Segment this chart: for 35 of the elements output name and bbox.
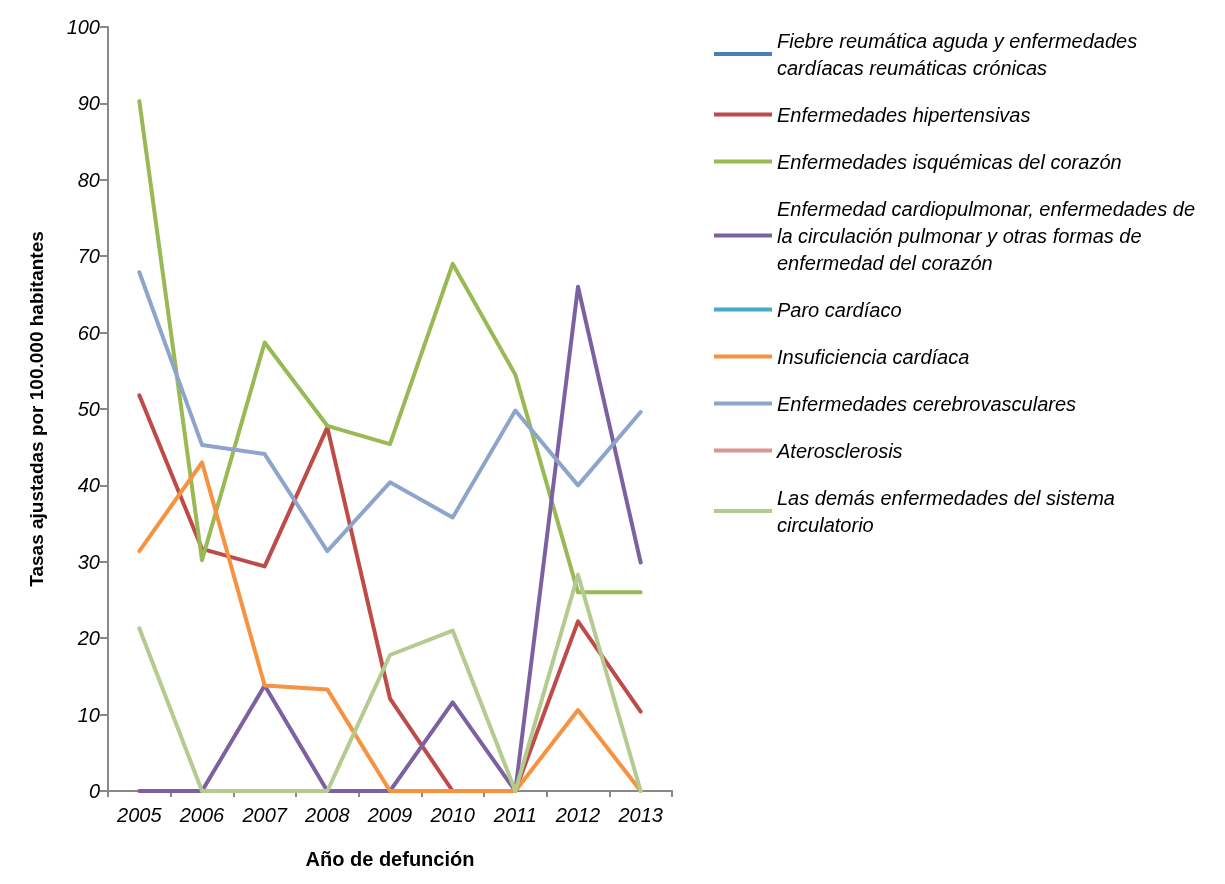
legend-label: Enfermedades hipertensivas	[777, 103, 1031, 126]
legend-label: Fiebre reumática aguda y enfermedades cardíacas reumáticas crónicas	[777, 29, 1143, 79]
x-tick-label: 2008	[304, 804, 350, 826]
x-tick-label: 2012	[554, 804, 601, 826]
x-tick-label: 2007	[241, 804, 288, 826]
y-tick-label: 40	[77, 474, 100, 497]
line-series	[137, 270, 643, 554]
y-tick-label: 90	[77, 92, 100, 115]
line-series	[137, 572, 643, 793]
x-tick-label: 2009	[366, 804, 413, 826]
line-series	[137, 284, 643, 793]
legend-label: Enfermedades cerebrovasculares	[777, 392, 1077, 415]
y-tick-label: 60	[77, 321, 100, 344]
legend-label: Aterosclerosis	[776, 439, 903, 462]
y-tick-label: 70	[77, 245, 100, 268]
x-tick-label: 2006	[178, 804, 226, 826]
x-tick-label: 2010	[429, 804, 475, 826]
legend-label: Insuficiencia cardíaca	[777, 345, 970, 368]
legend-label: Enfermedades isquémicas del corazón	[777, 150, 1122, 173]
x-tick-label: 2005	[116, 804, 163, 826]
y-tick-label: 20	[76, 627, 100, 650]
line-series	[137, 99, 643, 595]
legend-label: Las demás enfermedades del sistema circulatorio	[777, 486, 1121, 536]
y-tick-label: 10	[77, 703, 100, 726]
y-axis-title: Tasas ajustadas por 100.000 habitantes	[26, 231, 47, 587]
y-tick-label: 80	[77, 168, 100, 191]
legend-label: Enfermedad cardiopulmonar, enfermedades de la circulación pulmonar y otras formas de enfermedad del corazón	[777, 197, 1201, 274]
y-tick-label: 100	[66, 16, 100, 38]
legend-label: Paro cardíaco	[777, 298, 902, 321]
y-tick-label: 50	[77, 398, 100, 420]
x-tick-label: 2011	[492, 804, 537, 826]
x-axis-title: Año de defunción	[305, 848, 475, 870]
y-tick-label: 0	[88, 780, 100, 802]
y-tick-label: 30	[77, 550, 100, 573]
x-tick-label: 2013	[617, 804, 663, 826]
